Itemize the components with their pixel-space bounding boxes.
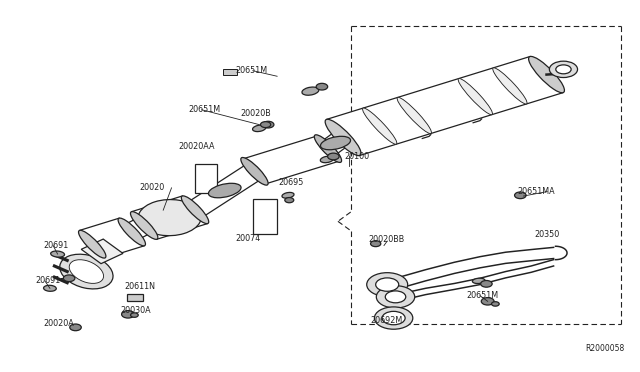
Ellipse shape (515, 192, 526, 199)
Text: 20100: 20100 (344, 152, 369, 161)
Ellipse shape (70, 324, 81, 331)
Ellipse shape (122, 311, 134, 318)
Ellipse shape (253, 125, 266, 132)
Polygon shape (326, 57, 563, 155)
Text: 20691: 20691 (35, 276, 60, 285)
Ellipse shape (362, 108, 397, 144)
Text: 20651M: 20651M (236, 66, 268, 75)
Ellipse shape (316, 83, 328, 90)
Text: 20020: 20020 (140, 183, 164, 192)
Text: 20350: 20350 (534, 230, 559, 239)
Ellipse shape (44, 285, 56, 291)
Ellipse shape (118, 218, 145, 246)
Ellipse shape (181, 196, 209, 224)
Polygon shape (81, 239, 123, 264)
Ellipse shape (285, 198, 294, 203)
Ellipse shape (131, 212, 158, 239)
Polygon shape (132, 196, 207, 239)
Bar (195, 164, 217, 193)
Ellipse shape (241, 157, 268, 185)
Ellipse shape (382, 311, 405, 325)
Text: 20030A: 20030A (120, 306, 151, 315)
Ellipse shape (385, 291, 406, 303)
Text: R2000058: R2000058 (585, 344, 624, 353)
Ellipse shape (325, 119, 361, 155)
Bar (127, 294, 143, 301)
Text: 20020B: 20020B (240, 109, 271, 118)
Ellipse shape (472, 278, 485, 283)
Ellipse shape (376, 278, 399, 291)
Ellipse shape (314, 135, 342, 163)
Ellipse shape (397, 97, 431, 134)
Ellipse shape (316, 136, 340, 161)
Text: 20692M: 20692M (370, 316, 402, 325)
Text: 20020AA: 20020AA (178, 142, 214, 151)
Bar (253, 199, 277, 234)
Ellipse shape (51, 251, 65, 257)
Ellipse shape (321, 136, 351, 150)
Ellipse shape (69, 260, 104, 283)
Text: 20651M: 20651M (189, 105, 221, 114)
Text: 20020A: 20020A (44, 319, 74, 328)
Text: 20611N: 20611N (125, 282, 156, 291)
Ellipse shape (138, 199, 201, 236)
Polygon shape (79, 218, 145, 258)
Ellipse shape (529, 57, 564, 93)
Text: 20020BB: 20020BB (368, 235, 404, 244)
Ellipse shape (481, 298, 494, 305)
Ellipse shape (376, 286, 415, 308)
Bar (223, 69, 237, 75)
Ellipse shape (302, 87, 319, 95)
Ellipse shape (60, 254, 113, 289)
Ellipse shape (458, 78, 493, 115)
Ellipse shape (328, 153, 339, 160)
Text: 20074: 20074 (236, 234, 260, 243)
Ellipse shape (492, 302, 499, 306)
Ellipse shape (549, 61, 577, 77)
Text: 20691: 20691 (44, 241, 68, 250)
Ellipse shape (374, 307, 413, 329)
Polygon shape (318, 133, 353, 153)
Ellipse shape (282, 192, 294, 198)
Polygon shape (122, 219, 154, 238)
Text: 20651M: 20651M (466, 291, 498, 300)
Text: 20651MA: 20651MA (517, 187, 555, 196)
Ellipse shape (493, 68, 527, 104)
Ellipse shape (481, 280, 492, 287)
Ellipse shape (260, 122, 271, 128)
Ellipse shape (371, 241, 381, 247)
Ellipse shape (242, 159, 267, 184)
Polygon shape (184, 166, 265, 215)
Ellipse shape (367, 273, 408, 296)
Ellipse shape (131, 313, 138, 317)
Ellipse shape (262, 121, 274, 128)
Ellipse shape (63, 275, 75, 282)
Ellipse shape (209, 183, 241, 198)
Ellipse shape (320, 156, 333, 163)
Ellipse shape (79, 230, 106, 258)
Polygon shape (243, 136, 339, 184)
Ellipse shape (556, 65, 571, 74)
Text: 20695: 20695 (278, 178, 304, 187)
